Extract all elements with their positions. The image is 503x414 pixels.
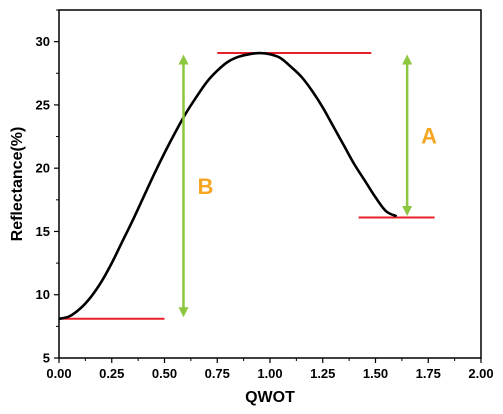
- reflectance-curve: [58, 51, 398, 321]
- y-tick-label: 15: [36, 224, 50, 239]
- x-tick-label: 1.75: [416, 366, 441, 381]
- y-tick-label: 30: [36, 34, 50, 49]
- x-tick-label: 0.50: [152, 366, 177, 381]
- annotation-arrow-b: [178, 54, 189, 318]
- y-tick-label: 5: [43, 351, 50, 366]
- plot-area: AB: [58, 51, 437, 321]
- arrow-head-up: [178, 54, 189, 65]
- x-tick-label: 2.00: [468, 366, 493, 381]
- x-tick-label: 0.25: [99, 366, 124, 381]
- arrow-head-down: [178, 307, 189, 318]
- arrow-head-down: [402, 206, 413, 217]
- annotation-label-a: A: [421, 123, 437, 148]
- x-tick-label: 1.25: [310, 366, 335, 381]
- annotation-arrow-a: [402, 54, 413, 217]
- y-tick-label: 10: [36, 287, 50, 302]
- x-tick-label: 0.75: [205, 366, 230, 381]
- y-axis-label: Reflectance(%): [9, 127, 26, 242]
- annotation-label-b: B: [197, 174, 213, 199]
- x-tick-label: 1.50: [363, 366, 388, 381]
- x-tick-label: 0.00: [46, 366, 71, 381]
- x-axis-label: QWOT: [245, 389, 295, 406]
- axes: 0.00 0.25 0.50 0.75 1.00 1.25 1.50 1.75 2.00 5 10 1…: [36, 9, 494, 381]
- arrow-head-up: [402, 54, 413, 65]
- x-tick-label: 1.00: [257, 366, 282, 381]
- y-tick-label: 25: [36, 97, 50, 112]
- y-tick-label: 20: [36, 161, 50, 176]
